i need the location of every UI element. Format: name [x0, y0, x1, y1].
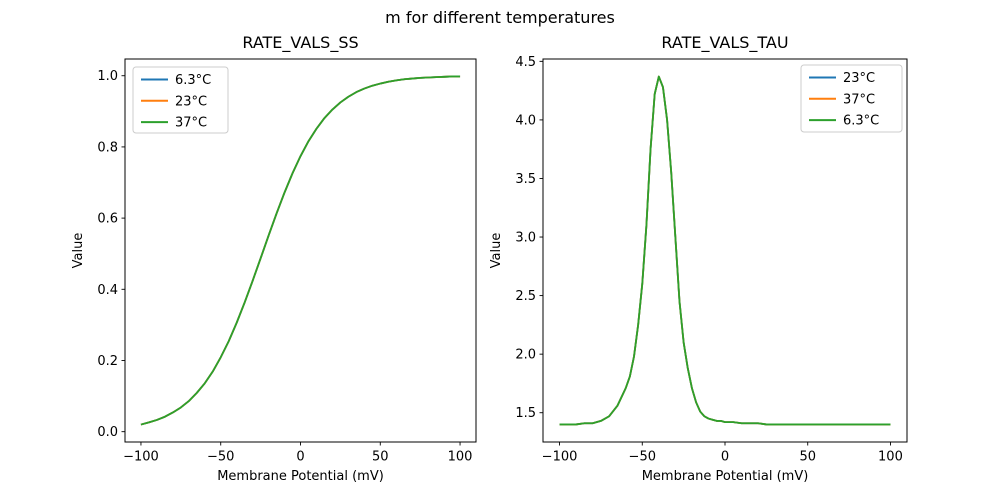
x-tick-label: 0 [296, 450, 304, 465]
y-tick-label: 1.5 [515, 406, 536, 421]
y-tick-label: 4.5 [515, 55, 536, 70]
legend-entry-label: 23°C [175, 94, 207, 109]
y-axis-label: Value [71, 233, 86, 269]
legend-entry-label: 23°C [843, 71, 875, 86]
y-tick-label: 2.5 [515, 289, 536, 304]
y-tick-label: 3.0 [515, 231, 536, 246]
y-tick-label: 0.8 [97, 140, 118, 155]
legend-entry-label: 6.3°C [175, 73, 211, 88]
plot-frame [124, 58, 477, 443]
legend-box [800, 64, 903, 133]
x-axis-label: Membrane Potential (mV) [217, 469, 384, 484]
y-tick-label: 0.2 [97, 354, 118, 369]
x-tick-label: 100 [448, 450, 473, 465]
x-tick-label: −100 [123, 450, 159, 465]
series-line-6.3°C [559, 75, 891, 426]
series-line-37°C [140, 75, 461, 426]
y-tick-label: 0.0 [97, 425, 118, 440]
legend-entry-label: 37°C [175, 116, 207, 131]
axes-title: RATE_VALS_TAU [661, 33, 788, 53]
plot-frame [542, 58, 908, 443]
x-tick-label: 0 [721, 450, 729, 465]
figure-title: m for different temperatures [385, 8, 615, 27]
y-axis-label: Value [489, 233, 504, 269]
y-tick-label: 0.6 [97, 212, 118, 227]
subplot-rate-vals-tau: RATE_VALS_TAU Membrane Potential (mV) Valu… [489, 33, 908, 484]
legend-entry-label: 6.3°C [843, 114, 879, 129]
x-tick-label: −100 [542, 450, 578, 465]
x-axis-label: Membrane Potential (mV) [642, 469, 809, 484]
x-tick-label: 100 [878, 450, 903, 465]
y-tick-label: 0.4 [97, 283, 118, 298]
subplot-rate-vals-ss: RATE_VALS_SS Membrane Potential (mV) Value… [71, 33, 477, 484]
x-tick-label: 50 [372, 450, 389, 465]
y-tick-label: 2.0 [515, 348, 536, 363]
y-tick-label: 1.0 [97, 69, 118, 84]
x-tick-label: −50 [629, 450, 656, 465]
legend-box [132, 66, 229, 134]
x-tick-label: −50 [207, 450, 234, 465]
legend-entry-label: 37°C [843, 92, 875, 107]
axes-title: RATE_VALS_SS [242, 33, 358, 53]
y-tick-label: 4.0 [515, 113, 536, 128]
x-tick-label: 50 [799, 450, 816, 465]
y-tick-label: 3.5 [515, 172, 536, 187]
